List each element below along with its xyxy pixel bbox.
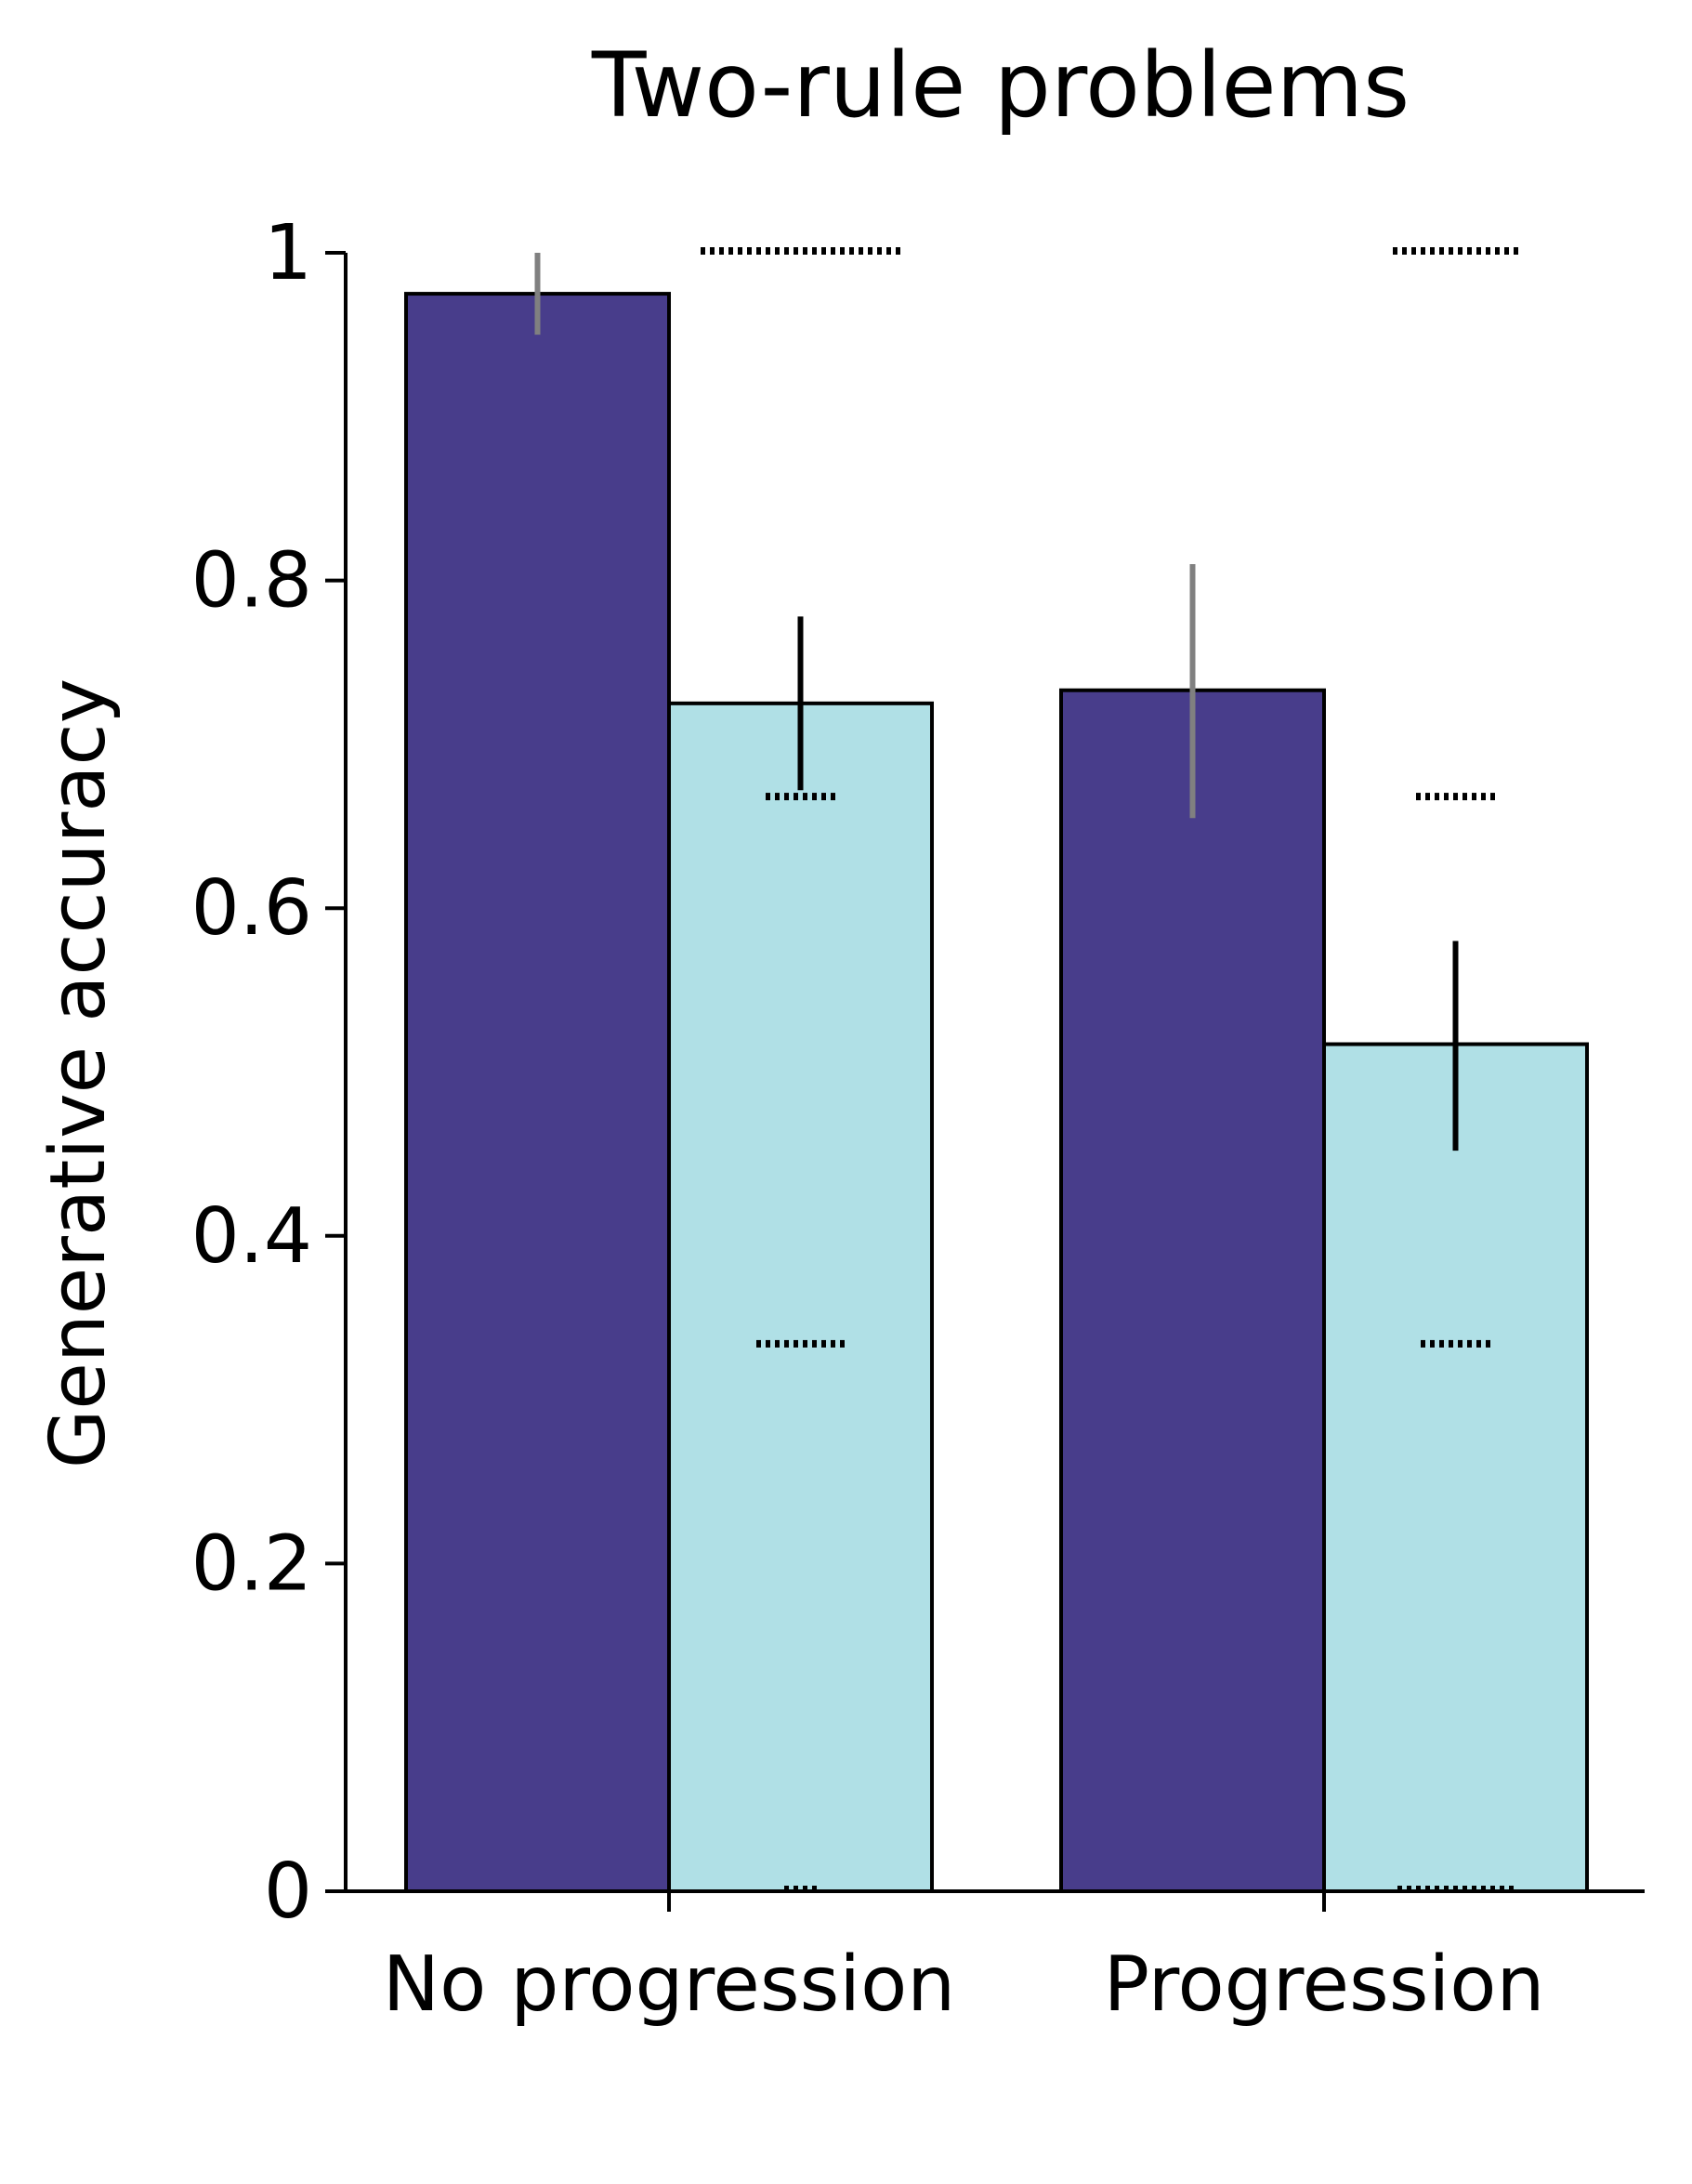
data-point [784, 793, 789, 801]
dot-cluster-6 [1421, 1339, 1490, 1348]
data-point [728, 247, 733, 255]
data-point [1416, 793, 1421, 801]
data-point [1486, 247, 1490, 255]
data-point [1481, 793, 1486, 801]
data-point [1430, 1339, 1435, 1348]
y-tick-label: 0.2 [191, 1520, 312, 1608]
data-point [821, 1339, 826, 1348]
data-point [886, 247, 891, 255]
data-point [1462, 793, 1467, 801]
data-point [775, 247, 780, 255]
data-point [1495, 247, 1500, 255]
data-point [831, 247, 835, 255]
data-point [821, 247, 826, 255]
error-bars-layer [534, 253, 1459, 1151]
data-point [1421, 1339, 1425, 1348]
data-point [849, 247, 854, 255]
dot-cluster-2 [756, 1339, 845, 1348]
data-point [1430, 247, 1435, 255]
data-point [803, 1339, 807, 1348]
data-point [803, 247, 807, 255]
data-point [719, 247, 724, 255]
data-point [1444, 793, 1449, 801]
data-point [775, 793, 780, 801]
bars-layer [404, 292, 1589, 1894]
data-point [701, 247, 705, 255]
y-tick-label: 0.6 [191, 864, 312, 953]
data-point [1453, 793, 1458, 801]
data-point [1472, 793, 1476, 801]
data-point [747, 247, 752, 255]
data-point [1435, 793, 1439, 801]
data-point [1425, 793, 1430, 801]
data-point [1449, 247, 1453, 255]
data-point [1490, 793, 1495, 801]
y-tick-label: 0.8 [191, 537, 312, 625]
data-point [1439, 247, 1444, 255]
data-point [775, 1339, 780, 1348]
y-axis-label: Generative accuracy [34, 678, 123, 1468]
data-point [812, 1339, 817, 1348]
x-tick-label: No progression [383, 1941, 955, 2029]
data-point [794, 1339, 798, 1348]
data-point [1504, 247, 1509, 255]
data-point [1467, 1339, 1472, 1348]
data-point [868, 247, 872, 255]
data-point [859, 247, 863, 255]
bar-1-0 [1059, 688, 1326, 1894]
data-point [812, 247, 817, 255]
data-point [1476, 247, 1481, 255]
data-point [1402, 247, 1407, 255]
data-point [1421, 247, 1425, 255]
data-point [1476, 1339, 1481, 1348]
data-point [784, 1339, 789, 1348]
data-point [821, 793, 826, 801]
dot-cluster-0 [701, 247, 900, 255]
data-point [784, 247, 789, 255]
y-tick-label: 1 [264, 209, 312, 297]
data-point [812, 793, 817, 801]
data-point [803, 793, 807, 801]
data-point [877, 247, 882, 255]
chart-title: Two-rule problems [591, 33, 1410, 138]
data-point [1449, 1339, 1453, 1348]
data-point [1439, 1339, 1444, 1348]
axes-layer: 0 0.2 0.4 0.6 0.8 1 No progression Progression [191, 209, 1645, 2029]
bar-0-1 [667, 701, 934, 1894]
data-point [831, 793, 835, 801]
data-point [1411, 247, 1416, 255]
data-point [1458, 1339, 1462, 1348]
data-point [738, 247, 742, 255]
dot-cluster-5 [1416, 793, 1495, 801]
data-point [1514, 247, 1518, 255]
data-point [1458, 247, 1462, 255]
y-tick-label: 0 [264, 1848, 312, 1936]
data-point [766, 247, 770, 255]
data-point [840, 1339, 845, 1348]
data-point [794, 793, 798, 801]
data-point [766, 793, 770, 801]
data-point [1467, 247, 1472, 255]
data-point [756, 247, 761, 255]
bar-1-1 [1322, 1042, 1589, 1894]
data-point [896, 247, 900, 255]
data-point [831, 1339, 835, 1348]
data-point [794, 247, 798, 255]
dot-cluster-4 [1393, 247, 1518, 255]
data-point [766, 1339, 770, 1348]
data-point [1486, 1339, 1490, 1348]
x-tick-label: Progression [1104, 1941, 1545, 2029]
data-point [756, 1339, 761, 1348]
bar-0-0 [404, 292, 671, 1894]
data-point [840, 247, 845, 255]
dot-cluster-1 [766, 793, 835, 801]
y-tick-label: 0.4 [191, 1192, 312, 1281]
data-point [710, 247, 715, 255]
data-point [1393, 247, 1397, 255]
